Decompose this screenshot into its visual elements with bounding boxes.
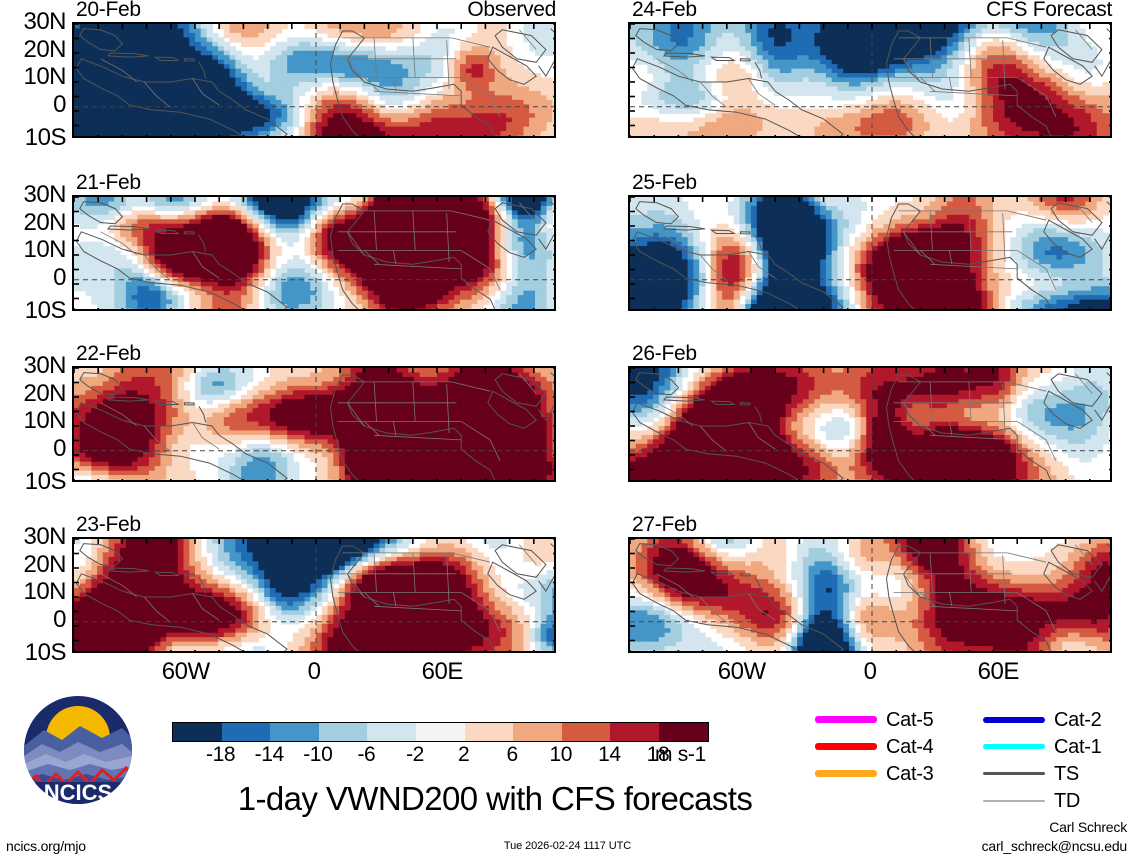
- logo-text: NCICS: [44, 780, 112, 805]
- y-axis-tick-label: 20N: [23, 208, 66, 236]
- x-axis-tick-label: 0: [307, 658, 321, 685]
- ncics-logo: NCICS: [22, 694, 134, 806]
- panel-date-label: 23-Feb: [76, 513, 141, 536]
- colorbar-segment: [318, 723, 368, 741]
- colorbar-tick-label: 6: [506, 743, 519, 766]
- x-axis-tick-label: 60W: [161, 658, 210, 685]
- legend-line-swatch: [983, 772, 1045, 775]
- y-axis-tick-label: 10S: [24, 297, 67, 324]
- legend-label: TD: [1054, 789, 1081, 812]
- legend-line-swatch: [815, 743, 877, 750]
- site-url: ncics.org/mjo: [6, 838, 86, 854]
- map-panel: [72, 366, 556, 482]
- y-axis-tick-label: 10S: [24, 639, 67, 666]
- colorbar-segment: [415, 723, 465, 741]
- x-axis-tick-label: 60E: [421, 658, 464, 685]
- y-axis-tick-label: 20N: [23, 379, 66, 407]
- page-title: 1-day VWND200 with CFS forecasts: [237, 780, 753, 817]
- legend-label: Cat-1: [1054, 735, 1102, 758]
- legend-label: Cat-4: [886, 735, 934, 758]
- colorbar-segment: [464, 723, 514, 741]
- y-axis-tick-label: 30N: [23, 523, 66, 550]
- legend-line-swatch: [815, 716, 877, 723]
- colorbar-segment: [367, 723, 416, 741]
- colorbar-segment: [221, 723, 271, 741]
- credit-email: carl_schreck@ncsu.edu: [981, 838, 1128, 854]
- colorbar-tick-label: -14: [254, 743, 285, 766]
- colorbar-units: m s-1: [655, 743, 707, 766]
- legend-row: TS: [983, 760, 1101, 787]
- column-source-label: Observed: [467, 0, 556, 21]
- y-axis-tick-label: 20N: [23, 35, 66, 63]
- map-panel: [72, 195, 556, 311]
- legend-line-swatch: [983, 744, 1045, 749]
- legend-row: Cat-1: [983, 733, 1102, 760]
- colorbar-tick-labels: -18 -14 -10 -6 -2 2 6 10 14 18: [150, 744, 690, 768]
- map-panel: [628, 537, 1112, 653]
- x-axis-tick-label: 60W: [717, 658, 766, 685]
- legend-label: Cat-3: [886, 762, 934, 785]
- y-axis-tick-label: 30N: [23, 352, 66, 379]
- colorbar-tick-label: -6: [357, 743, 376, 766]
- legend-row: Cat-4: [815, 733, 934, 760]
- legend-label: Cat-2: [1054, 708, 1102, 731]
- map-panel: [628, 366, 1112, 482]
- colorbar-tick-label: 14: [598, 743, 621, 766]
- x-axis-tick-label: 60E: [977, 658, 1020, 685]
- y-axis-tick-label: 0: [53, 434, 66, 462]
- legend-row: Cat-2: [983, 706, 1102, 733]
- timestamp: Tue 2026-02-24 1117 UTC: [503, 840, 632, 852]
- colorbar-tick-label: -10: [303, 743, 333, 766]
- map-panel: [72, 22, 556, 138]
- legend-line-swatch: [983, 716, 1045, 723]
- storm-category-legend: Cat-5 Cat-4 Cat-3 Cat-2 Cat-1 TS TD: [815, 706, 1135, 811]
- colorbar-tick-label: -2: [406, 743, 424, 766]
- y-axis-tick-label: 30N: [23, 8, 66, 35]
- colorbar-segment: [513, 723, 562, 741]
- colorbar-tick-label: 10: [549, 743, 573, 766]
- credit-name: Carl Schreck: [1049, 819, 1127, 835]
- legend-label: TS: [1054, 762, 1079, 785]
- y-axis-tick-label: 10N: [23, 63, 66, 91]
- legend-line-swatch: [983, 799, 1045, 802]
- colorbar-segment: [173, 723, 222, 741]
- legend-row: TD: [983, 787, 1101, 814]
- map-panel: [628, 195, 1112, 311]
- colorbar-segment: [270, 723, 319, 741]
- y-axis-tick-label: 0: [53, 263, 66, 291]
- y-axis-tick-label: 30N: [23, 181, 66, 208]
- colorbar-segment: [561, 723, 611, 741]
- colorbar-segment: [658, 723, 708, 741]
- x-axis-tick-label: 0: [863, 658, 877, 685]
- legend-line-swatch: [815, 770, 877, 777]
- colorbar-tick-label: 18: [646, 743, 670, 766]
- y-axis-tick-label: 0: [53, 90, 66, 118]
- y-axis-tick-label: 10N: [23, 236, 66, 264]
- credit-block: Carl Schreck carl_schreck@ncsu.edu: [981, 818, 1128, 856]
- panel-date-label: 22-Feb: [76, 342, 141, 365]
- panel-date-label: 24-Feb: [632, 0, 697, 21]
- y-axis-tick-label: 10N: [23, 407, 66, 435]
- colorbar: [172, 722, 709, 742]
- colorbar-tick-label: 2: [457, 743, 470, 766]
- panel-date-label: 27-Feb: [632, 513, 697, 536]
- map-panel: [72, 537, 556, 653]
- panel-date-label: 21-Feb: [76, 171, 141, 194]
- y-axis-tick-label: 10S: [24, 124, 67, 151]
- legend-row: Cat-5: [815, 706, 934, 733]
- panel-date-label: 26-Feb: [632, 342, 697, 365]
- y-axis-tick-label: 20N: [23, 550, 66, 578]
- legend-row: Cat-3: [815, 760, 934, 787]
- panel-date-label: 25-Feb: [632, 171, 697, 194]
- colorbar-tick-label: -18: [206, 743, 236, 766]
- colorbar-segment: [610, 723, 659, 741]
- legend-label: Cat-5: [886, 708, 934, 731]
- map-panel: [628, 22, 1112, 138]
- y-axis-tick-label: 10S: [24, 468, 67, 495]
- panel-date-label: 20-Feb: [76, 0, 141, 21]
- y-axis-tick-label: 0: [53, 605, 66, 633]
- column-source-label: CFS Forecast: [986, 0, 1112, 21]
- y-axis-tick-label: 10N: [23, 578, 66, 606]
